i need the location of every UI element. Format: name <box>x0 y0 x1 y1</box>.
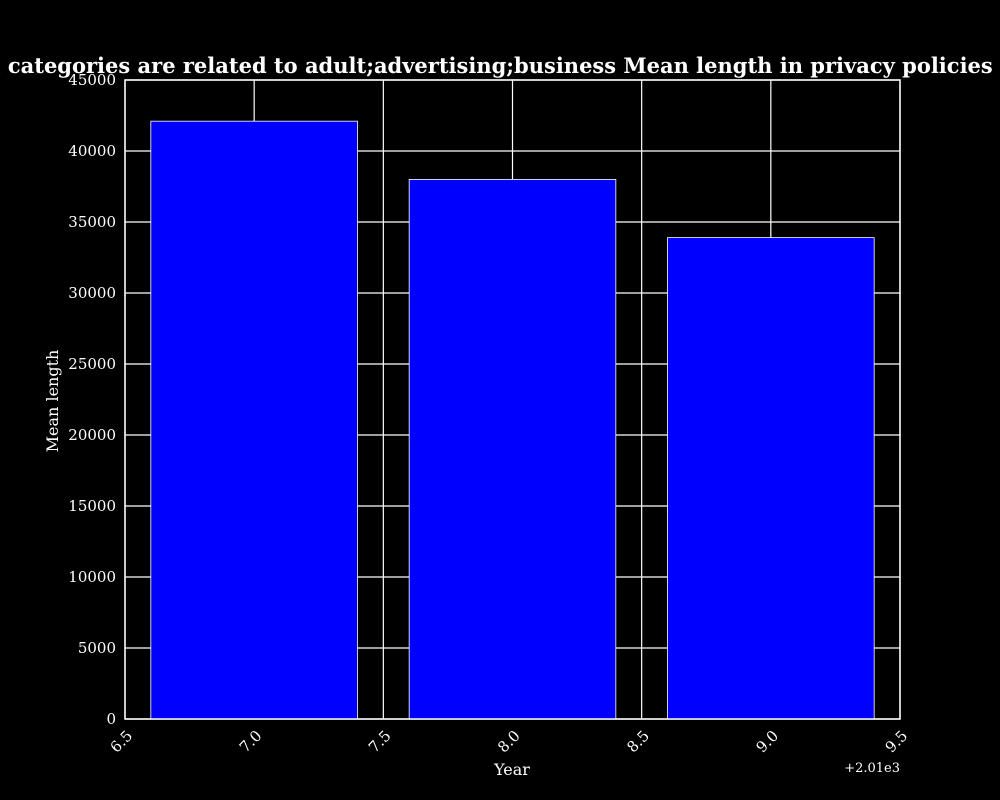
x-tick-label: 9.0 <box>752 727 782 757</box>
y-tick-label: 0 <box>106 710 116 728</box>
y-tick-label: 30000 <box>68 284 116 302</box>
y-tick-label: 25000 <box>68 355 116 373</box>
plot-border <box>124 79 901 720</box>
x-tick-label: 7.0 <box>236 727 266 757</box>
y-tick-label: 15000 <box>68 497 116 515</box>
y-tick-label: 10000 <box>68 568 116 586</box>
x-tick-label: 8.0 <box>494 727 524 757</box>
bar-2018 <box>408 178 617 720</box>
bar-2019 <box>667 237 875 720</box>
bar-2017 <box>150 120 358 720</box>
x-axis-ticks: 6.5 7.0 7.5 8.0 8.5 9.0 9.5 <box>107 727 912 757</box>
x-axis-label: Year <box>493 760 530 779</box>
chart-title: when categories are related to adult;adv… <box>0 53 1000 78</box>
y-tick-label: 40000 <box>68 142 116 160</box>
y-axis-ticks: 0 5000 10000 15000 20000 25000 30000 35000 40000… <box>68 71 116 728</box>
y-tick-label: 45000 <box>68 71 116 89</box>
x-axis-offset-label: +2.01e3 <box>844 761 900 776</box>
x-tick-label: 9.5 <box>882 727 912 757</box>
x-tick-label: 8.5 <box>623 727 653 757</box>
y-tick-label: 35000 <box>68 213 116 231</box>
plot-frame <box>124 79 901 720</box>
y-axis-label: Mean length <box>43 350 62 453</box>
y-tick-label: 5000 <box>78 639 116 657</box>
x-tick-label: 7.5 <box>365 727 395 757</box>
x-tick-label: 6.5 <box>107 727 137 757</box>
bars <box>150 120 875 720</box>
y-tick-label: 20000 <box>68 426 116 444</box>
